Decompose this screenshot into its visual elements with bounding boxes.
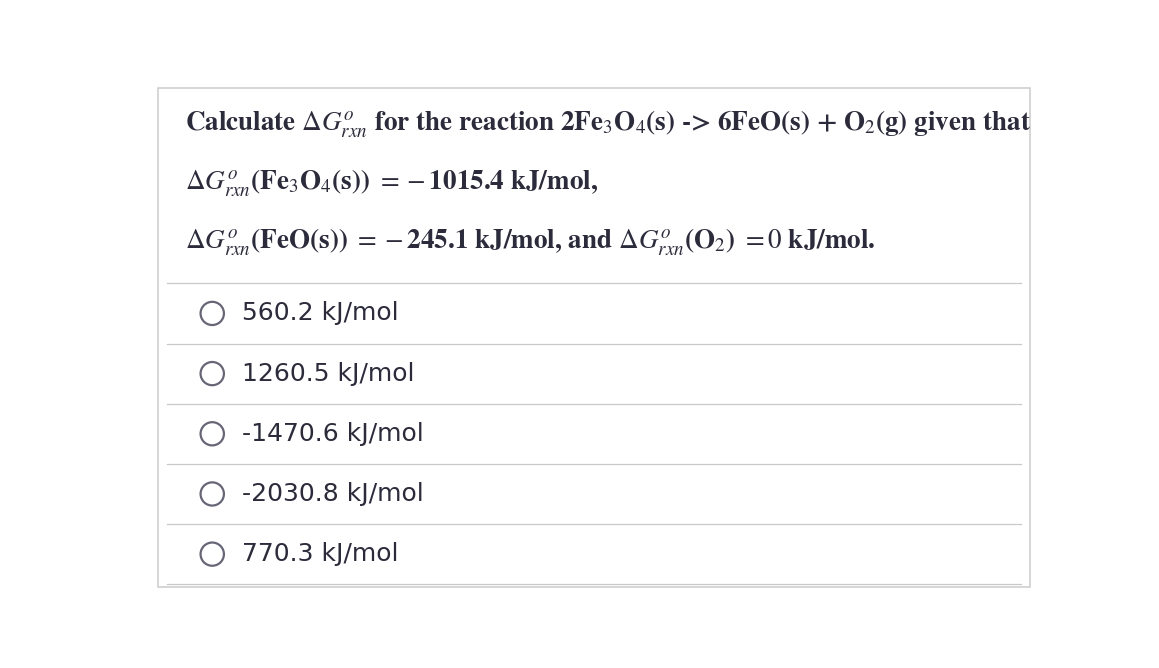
Text: $\Delta G^{o}_{rxn}$(FeO(s)) $= -$245.1 kJ/mol, and $\Delta G^{o}_{rxn}$(O$_2$) : $\Delta G^{o}_{rxn}$(FeO(s)) $= -$245.1 … xyxy=(185,226,876,258)
FancyBboxPatch shape xyxy=(159,88,1029,587)
Text: 1260.5 kJ/mol: 1260.5 kJ/mol xyxy=(242,361,415,385)
Text: 770.3 kJ/mol: 770.3 kJ/mol xyxy=(242,542,399,566)
Text: -2030.8 kJ/mol: -2030.8 kJ/mol xyxy=(242,482,424,506)
Text: $\Delta G^{o}_{rxn}$(Fe$_3$O$_4$(s)) $= -$1015.4 kJ/mol,: $\Delta G^{o}_{rxn}$(Fe$_3$O$_4$(s)) $= … xyxy=(185,168,598,199)
Text: -1470.6 kJ/mol: -1470.6 kJ/mol xyxy=(242,422,424,446)
Text: Calculate $\Delta G^{o}_{rxn}$ for the reaction 2Fe$_3$O$_4$(s) -> 6FeO(s) + O$_: Calculate $\Delta G^{o}_{rxn}$ for the r… xyxy=(185,108,1032,140)
Text: 560.2 kJ/mol: 560.2 kJ/mol xyxy=(242,301,399,325)
